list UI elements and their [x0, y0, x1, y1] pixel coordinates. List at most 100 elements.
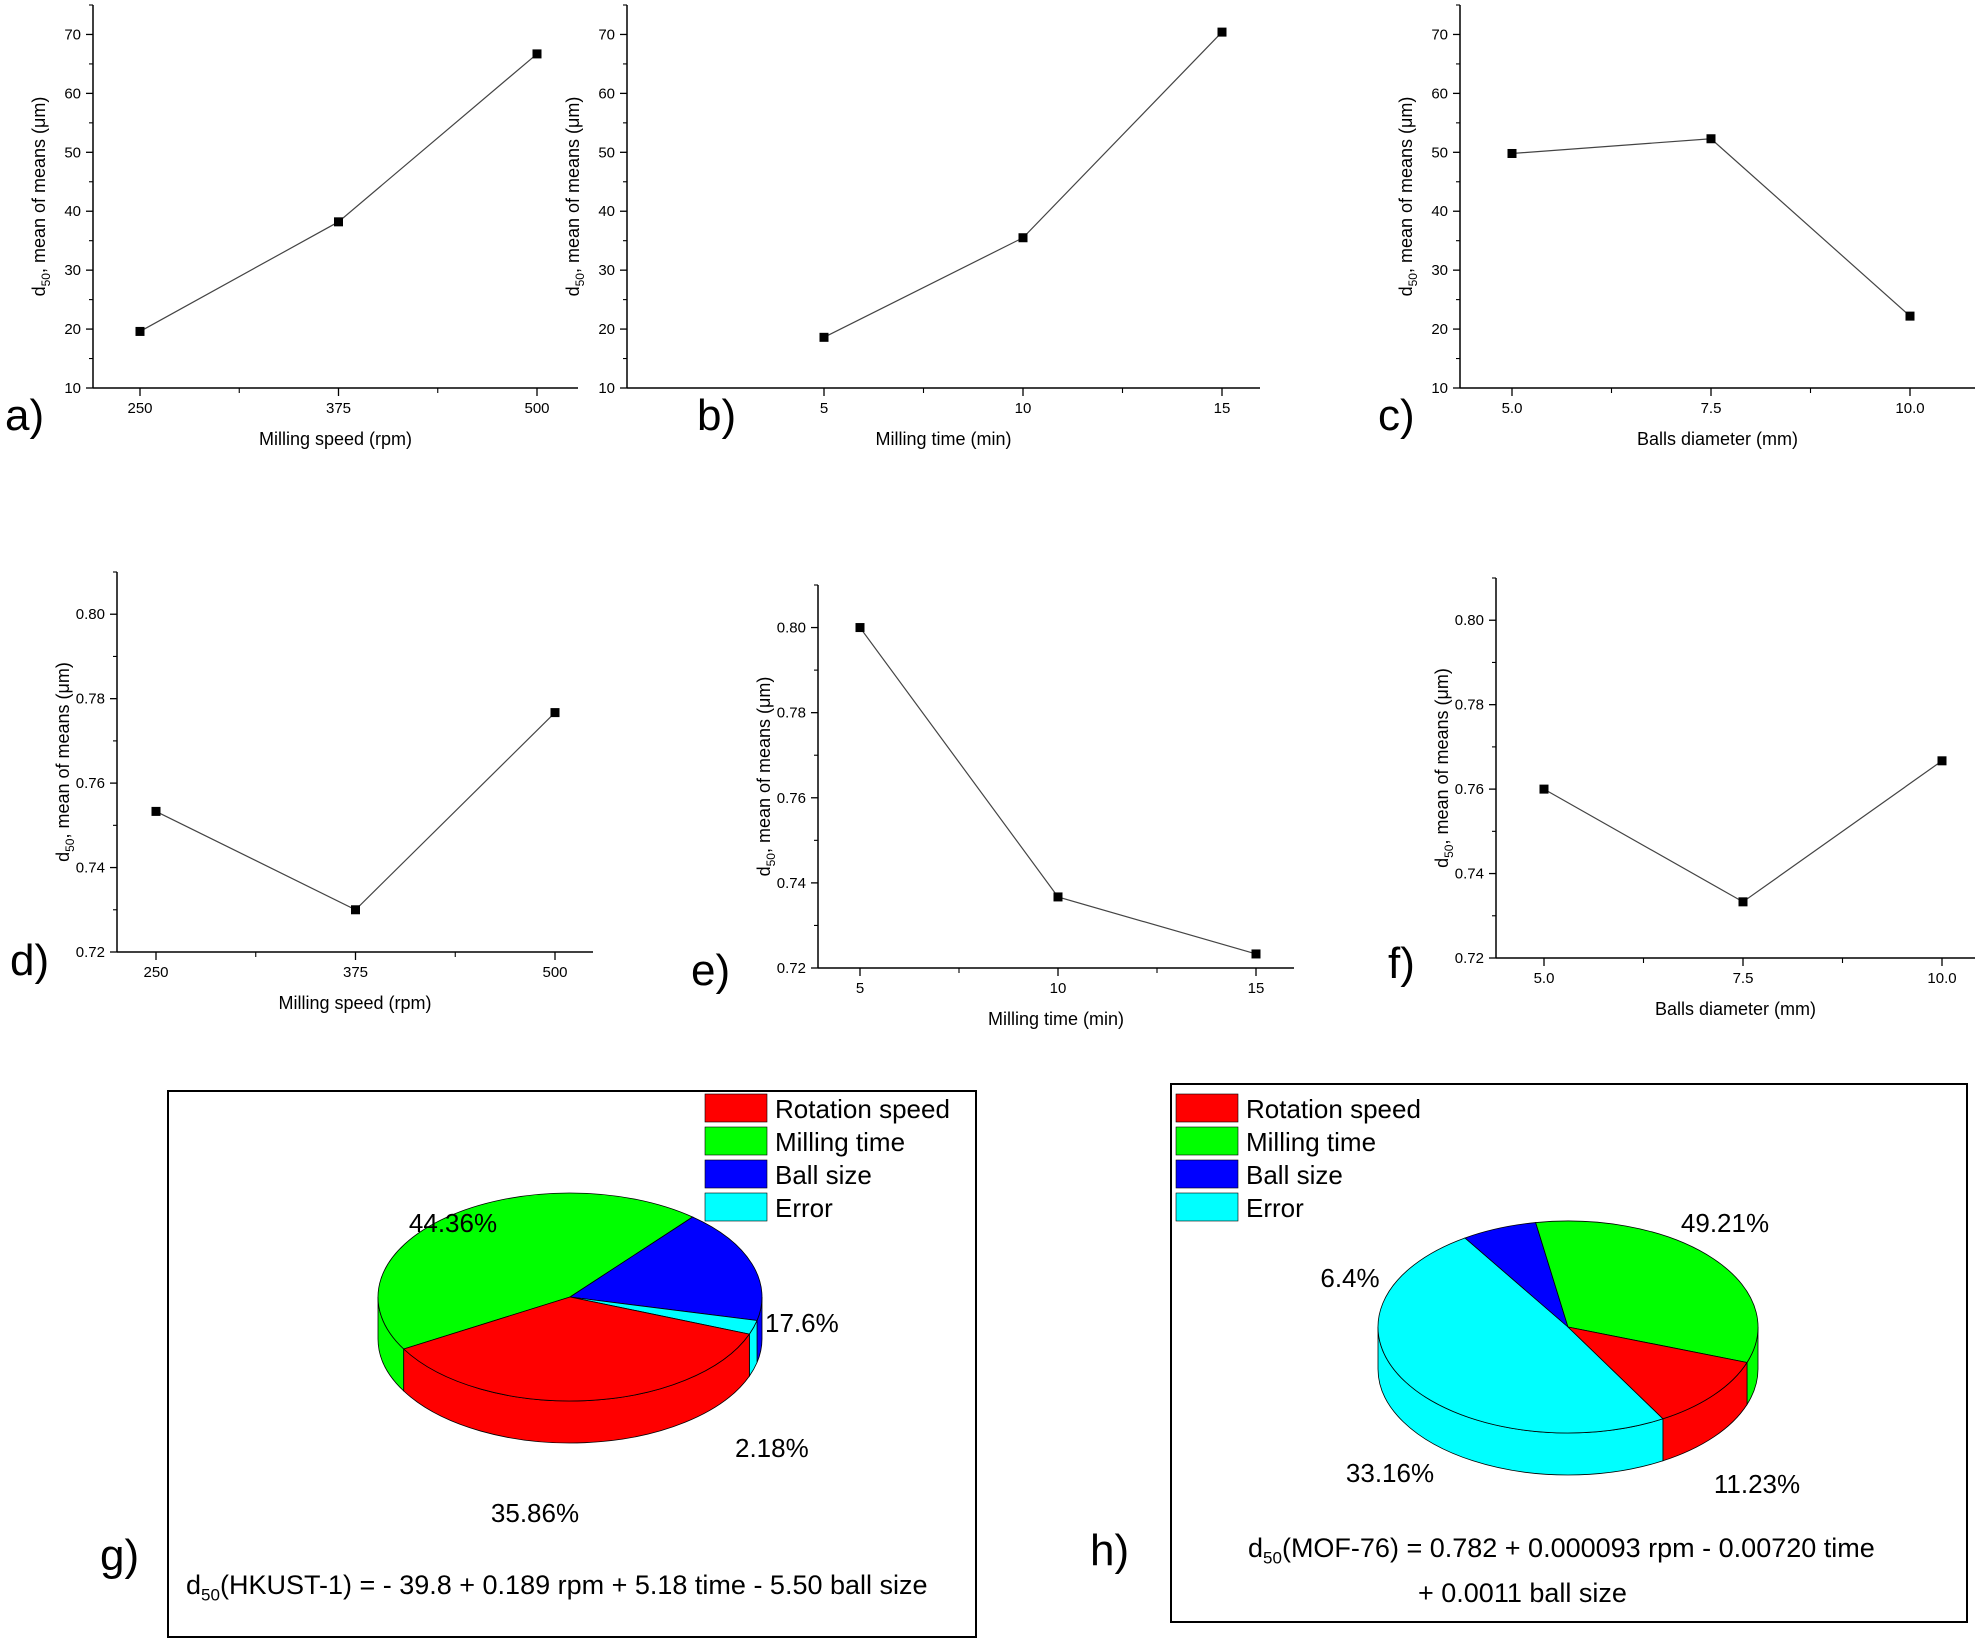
legend-label-rotation-speed: Rotation speed	[775, 1094, 950, 1124]
y-axis-label-d: d	[563, 286, 583, 296]
equation-h-line2: + 0.0011 ball size	[1418, 1578, 1627, 1609]
equation-g-prefix: d	[186, 1570, 202, 1600]
y-tick-label-f: 0.80	[1455, 612, 1484, 629]
y-tick-label-b: 70	[598, 26, 615, 43]
x-tick-label-a: 500	[524, 400, 549, 417]
y-tick-label-f: 0.74	[1455, 866, 1484, 883]
y-axis-label-d: d50, mean of means (μm)	[53, 662, 77, 862]
data-point-c	[1905, 311, 1915, 321]
series-line-c	[1511, 138, 1911, 317]
pie-value-label-rotation-speed: 35.86%	[491, 1498, 579, 1528]
x-axis-label-f: Balls diameter (mm)	[1655, 999, 1816, 1019]
y-tick-label-b: 10	[598, 380, 615, 397]
pie-slice-ball-size	[568, 1216, 763, 1321]
y-axis-label-b: d50, mean of means (μm)	[563, 97, 587, 297]
y-axis-label-sub: 50	[573, 273, 587, 287]
y-axis-label-sub: 50	[764, 853, 778, 867]
y-axis-label-rest: , mean of means (μm)	[563, 97, 583, 273]
y-axis-label-d: d	[1432, 858, 1452, 868]
x-tick-label-a: 375	[326, 400, 351, 417]
pie-slice-rotation-speed	[402, 1296, 751, 1402]
y-axis-label-c: d50, mean of means (μm)	[1396, 97, 1420, 297]
y-tick-label-c: 30	[1431, 262, 1448, 279]
pie-value-label-ball-size: 6.4%	[1320, 1263, 1379, 1293]
y-tick-label-f: 0.78	[1455, 697, 1484, 714]
line-chart-d: 250 375 500 0.72 0.74 0.76 0.78 0.80 Milling spe…	[10, 571, 593, 1013]
panel-label-e: e)	[691, 946, 730, 995]
equation-g-rest: (HKUST-1) = - 39.8 + 0.189 rpm + 5.18 ti…	[219, 1570, 928, 1600]
y-axis-label-d: d	[1396, 286, 1416, 296]
legend-label-error: Error	[1246, 1193, 1304, 1223]
y-axis-label-sub: 50	[1406, 273, 1420, 287]
y-tick-label-b: 60	[598, 85, 615, 102]
y-tick-label-b: 20	[598, 321, 615, 338]
y-axis-label-rest: , mean of means (μm)	[29, 97, 49, 273]
y-tick-label-b: 40	[598, 203, 615, 220]
y-tick-label-a: 50	[64, 144, 81, 161]
y-axis-label-rest: , mean of means (μm)	[53, 662, 73, 838]
legend-label-rotation-speed: Rotation speed	[1246, 1094, 1421, 1124]
data-point-a	[532, 49, 542, 59]
y-tick-label-e: 0.78	[777, 705, 806, 722]
legend-swatch-ball-size	[1175, 1159, 1239, 1189]
series-line-e	[859, 627, 1257, 955]
x-axis-label-a: Milling speed (rpm)	[259, 429, 412, 449]
x-tick-label-e: 10	[1050, 980, 1067, 997]
line-chart-c: 5.0 7.5 10.0 10 20 30 40 50 60 70 Balls diameter (…	[1378, 4, 1975, 449]
panel-label-f: f)	[1388, 939, 1415, 988]
panel-label-c: c)	[1378, 391, 1415, 440]
y-tick-label-c: 60	[1431, 85, 1448, 102]
x-axis-label-c: Balls diameter (mm)	[1637, 429, 1798, 449]
x-tick-label-f: 7.5	[1733, 970, 1754, 987]
y-tick-label-b: 30	[598, 262, 615, 279]
y-tick-label-d: 0.74	[76, 860, 105, 877]
pie-slice-rotation-speed	[1566, 1326, 1748, 1420]
y-tick-label-a: 30	[64, 262, 81, 279]
line-chart-a: 250 375 500 10 20 30 40 50 60 70 Milling speed (rp…	[5, 4, 578, 449]
y-tick-label-d: 0.72	[76, 944, 105, 961]
data-point-e	[1251, 949, 1261, 959]
x-axis-label-e: Milling time (min)	[988, 1009, 1124, 1029]
pie-chart-g: 35.86% 44.36% 17.6% 2.18% Rotation speedMill…	[100, 1093, 950, 1580]
data-point-b	[1018, 233, 1028, 243]
y-axis-label-d: d	[29, 286, 49, 296]
x-tick-label-d: 500	[542, 964, 567, 981]
data-point-a	[334, 217, 343, 227]
x-tick-label-e: 15	[1248, 980, 1265, 997]
x-tick-label-c: 10.0	[1895, 400, 1924, 417]
y-axis-label-rest: , mean of means (μm)	[754, 677, 774, 853]
legend-label-error: Error	[775, 1193, 833, 1223]
data-point-d	[151, 806, 161, 816]
x-tick-label-c: 5.0	[1502, 400, 1523, 417]
legend-swatch-error	[1175, 1192, 1239, 1222]
y-tick-label-d: 0.78	[76, 691, 105, 708]
y-tick-label-e: 0.80	[777, 620, 806, 637]
series-line-f	[1543, 760, 1943, 903]
y-tick-label-b: 50	[598, 144, 615, 161]
y-tick-label-e: 0.74	[777, 875, 806, 892]
data-point-b	[819, 332, 829, 342]
y-tick-label-c: 10	[1431, 380, 1448, 397]
data-point-c	[1706, 134, 1716, 144]
y-tick-label-e: 0.72	[777, 960, 806, 977]
y-tick-label-d: 0.76	[76, 775, 105, 792]
y-axis-label-sub: 50	[1442, 844, 1456, 858]
equation-h-line2-text: + 0.0011 ball size	[1418, 1578, 1627, 1608]
x-tick-label-e: 5	[856, 980, 864, 997]
legend-swatch-milling-time	[1175, 1126, 1239, 1156]
y-tick-label-c: 70	[1431, 26, 1448, 43]
panel-label-d: d)	[10, 936, 49, 985]
y-tick-label-a: 60	[64, 85, 81, 102]
equation-h-sub: 50	[1263, 1548, 1282, 1568]
data-point-e	[855, 623, 865, 633]
legend-label-milling-time: Milling time	[1246, 1127, 1376, 1157]
y-tick-label-c: 40	[1431, 203, 1448, 220]
y-tick-label-a: 10	[64, 380, 81, 397]
pie-slice-milling-time	[377, 1192, 694, 1350]
data-point-e	[1053, 892, 1063, 902]
x-tick-label-a: 250	[127, 400, 152, 417]
pie-value-label-milling-time: 44.36%	[409, 1208, 497, 1238]
data-point-f	[1937, 756, 1947, 766]
